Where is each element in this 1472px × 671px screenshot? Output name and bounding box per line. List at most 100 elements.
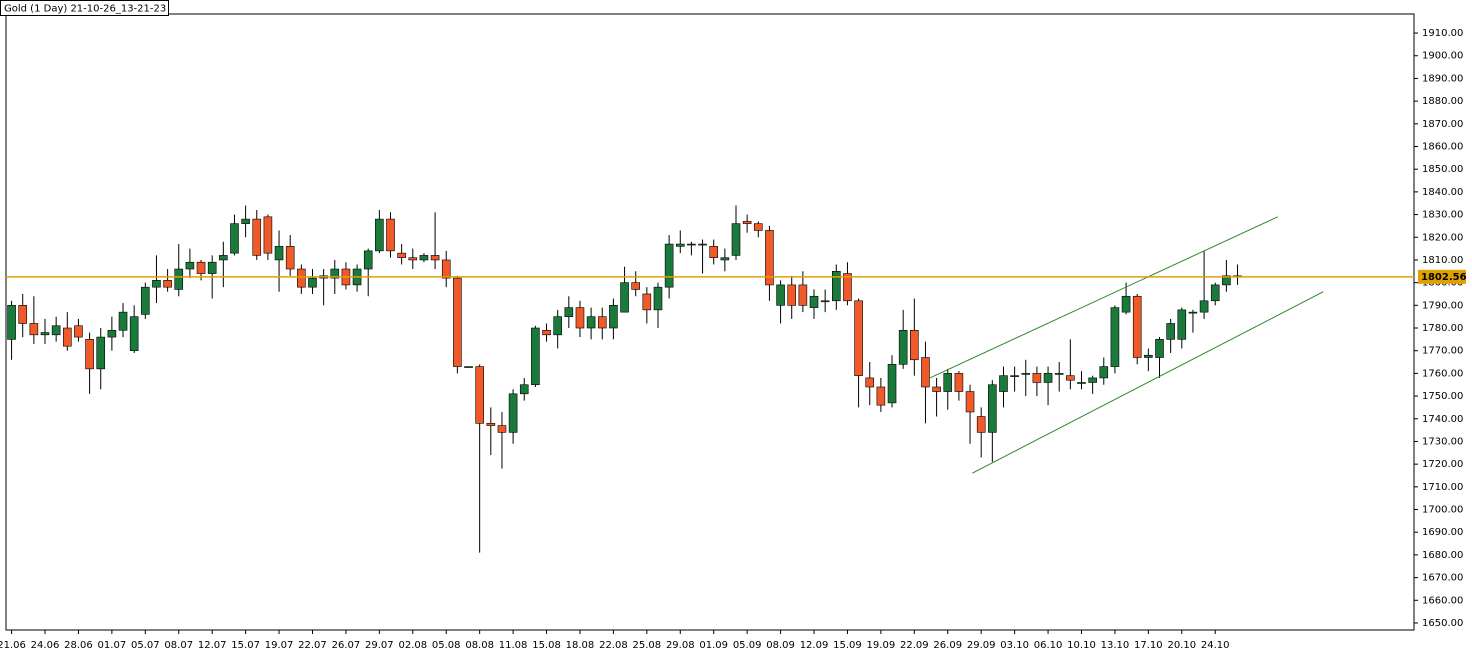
candle-body (40, 332, 50, 336)
x-tick-label: 11.08 (499, 640, 528, 651)
x-tick-label: 01.07 (98, 640, 127, 651)
candle-body (720, 257, 730, 261)
candle-body (631, 282, 640, 290)
x-tick-label: 21.06 (0, 640, 26, 651)
candle-body (675, 243, 685, 247)
candle-body (252, 218, 262, 256)
candle-body (687, 243, 696, 246)
x-tick-label: 24.10 (1201, 640, 1230, 651)
y-tick-label: 1680.00 (1422, 550, 1463, 561)
candle-body (1166, 323, 1175, 340)
x-tick-label: 15.07 (231, 640, 260, 651)
candle-body (698, 243, 707, 246)
candle-body (1210, 284, 1220, 302)
candle-body (96, 336, 106, 370)
candle-body (932, 386, 941, 392)
x-tick-label: 02.08 (398, 640, 427, 651)
candle-body (7, 305, 16, 340)
candle-body (531, 327, 540, 386)
candle-body (876, 386, 886, 406)
candle-body (1188, 311, 1198, 314)
x-tick-label: 08.09 (766, 640, 795, 651)
candle-body (308, 277, 317, 288)
x-tick-label: 05.09 (733, 640, 762, 651)
candle-body (74, 325, 83, 338)
candle-body (464, 366, 473, 368)
candle-body (1054, 373, 1064, 375)
x-tick-label: 20.10 (1167, 640, 1196, 651)
plot-frame (5, 13, 1415, 631)
y-tick-label: 1790.00 (1422, 300, 1463, 311)
candle-body (1043, 373, 1053, 383)
candle-body (285, 246, 295, 270)
candle-body (386, 218, 395, 252)
candle-body (609, 305, 618, 329)
candle-body (274, 246, 284, 261)
candle-body (1132, 295, 1142, 358)
x-tick-label: 22.08 (599, 640, 628, 651)
candle-body (196, 261, 206, 274)
x-tick-label: 29.08 (666, 640, 695, 651)
y-tick-label: 1690.00 (1422, 527, 1463, 538)
candle-body (1144, 354, 1153, 358)
candle-body (430, 255, 440, 261)
candle-body (999, 375, 1008, 392)
x-tick-label: 05.08 (432, 640, 461, 651)
x-tick-label: 17.10 (1134, 640, 1163, 651)
candle-body (887, 364, 897, 404)
candle-body (330, 268, 340, 279)
candle-body (898, 329, 908, 365)
y-tick-label: 1890.00 (1422, 73, 1463, 84)
candle-body (865, 377, 875, 388)
y-tick-label: 1720.00 (1422, 459, 1463, 470)
candle-body (597, 316, 607, 329)
candle-body (988, 384, 997, 433)
channel-line (929, 216, 1278, 379)
x-tick-label: 08.07 (164, 640, 193, 651)
x-tick-label: 19.09 (867, 640, 896, 651)
x-tick-label: 25.08 (633, 640, 662, 651)
candle-body (709, 246, 719, 258)
candle-body (1010, 375, 1019, 377)
candle-body (910, 329, 919, 361)
x-tick-label: 15.09 (833, 640, 862, 651)
candle-body (854, 300, 863, 376)
candle-body (965, 391, 975, 413)
candle-body (776, 284, 785, 306)
y-tick-label: 1860.00 (1422, 142, 1463, 153)
candle-body (787, 284, 797, 306)
x-tick-label: 15.08 (532, 640, 561, 651)
candle-body (241, 218, 250, 224)
x-tick-label: 28.06 (64, 640, 93, 651)
y-tick-label: 1900.00 (1422, 51, 1463, 62)
candle-body (1099, 366, 1109, 379)
y-tick-label: 1730.00 (1422, 436, 1463, 447)
candle-body (820, 300, 830, 303)
candle-body (943, 373, 953, 392)
candle-body (29, 323, 39, 336)
channel-line (972, 291, 1324, 474)
price-label-box (1418, 269, 1466, 284)
y-tick-label: 1750.00 (1422, 391, 1463, 402)
candle-body (1199, 300, 1209, 313)
y-tick-label: 1840.00 (1422, 187, 1463, 198)
candle-body (1110, 307, 1120, 367)
candle-body (1077, 382, 1086, 384)
candle-body (486, 423, 496, 426)
y-tick-label: 1880.00 (1422, 96, 1463, 107)
y-tick-label: 1850.00 (1422, 164, 1463, 175)
candle-body (375, 218, 384, 252)
candle-body (497, 425, 507, 433)
price-label: 1802.56 (1421, 272, 1467, 283)
candle-body (1177, 309, 1187, 340)
candle-body (441, 259, 451, 279)
candle-body (921, 357, 930, 388)
candle-body (809, 295, 819, 308)
y-tick-label: 1820.00 (1422, 232, 1463, 243)
x-tick-label: 12.07 (198, 640, 227, 651)
candle-body (1021, 373, 1031, 375)
candle-body (664, 243, 674, 288)
candle-body (408, 257, 418, 261)
x-tick-label: 10.10 (1067, 640, 1096, 651)
candle-body (1121, 295, 1131, 313)
